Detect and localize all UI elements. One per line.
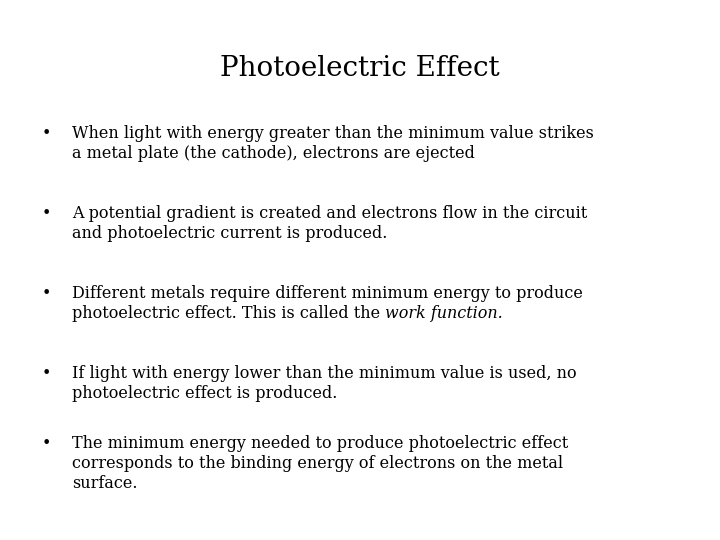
Text: •: • [42, 205, 51, 222]
Text: work function.: work function. [385, 305, 503, 322]
Text: photoelectric effect. This is called the: photoelectric effect. This is called the [72, 305, 385, 322]
Text: If light with energy lower than the minimum value is used, no: If light with energy lower than the mini… [72, 365, 577, 382]
Text: surface.: surface. [72, 475, 138, 492]
Text: •: • [42, 435, 51, 452]
Text: Photoelectric Effect: Photoelectric Effect [220, 55, 500, 82]
Text: Different metals require different minimum energy to produce: Different metals require different minim… [72, 285, 583, 302]
Text: •: • [42, 285, 51, 302]
Text: The minimum energy needed to produce photoelectric effect: The minimum energy needed to produce pho… [72, 435, 568, 452]
Text: When light with energy greater than the minimum value strikes: When light with energy greater than the … [72, 125, 594, 142]
Text: a metal plate (the cathode), electrons are ejected: a metal plate (the cathode), electrons a… [72, 145, 475, 162]
Text: A potential gradient is created and electrons flow in the circuit: A potential gradient is created and elec… [72, 205, 588, 222]
Text: •: • [42, 365, 51, 382]
Text: corresponds to the binding energy of electrons on the metal: corresponds to the binding energy of ele… [72, 455, 563, 472]
Text: and photoelectric current is produced.: and photoelectric current is produced. [72, 225, 387, 242]
Text: photoelectric effect is produced.: photoelectric effect is produced. [72, 385, 338, 402]
Text: •: • [42, 125, 51, 142]
